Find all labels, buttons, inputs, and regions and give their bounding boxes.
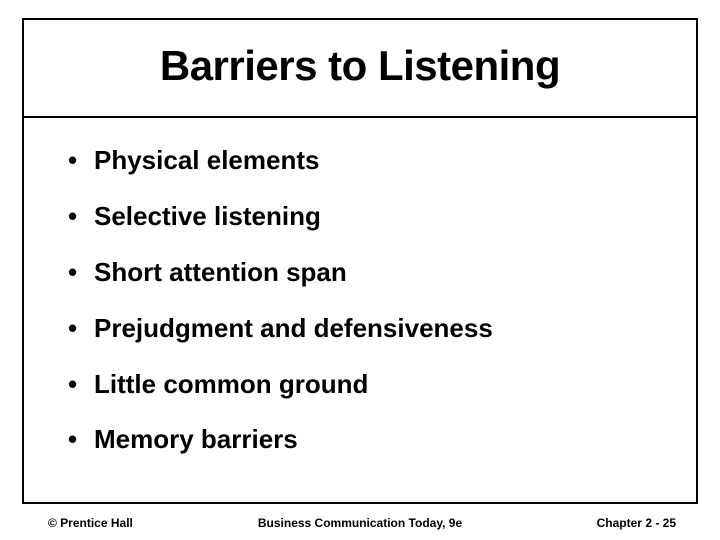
title-container: Barriers to Listening [24, 20, 696, 118]
slide-title: Barriers to Listening [44, 42, 676, 90]
bullet-item: Physical elements [64, 146, 676, 176]
bullet-item: Little common ground [64, 370, 676, 400]
slide-frame: Barriers to Listening Physical elements … [22, 18, 698, 504]
bullet-item: Memory barriers [64, 425, 676, 455]
footer-page-number: Chapter 2 - 25 [597, 516, 676, 530]
body-area: Physical elements Selective listening Sh… [24, 118, 696, 491]
bullet-item: Selective listening [64, 202, 676, 232]
bullet-item: Short attention span [64, 258, 676, 288]
bullet-item: Prejudgment and defensiveness [64, 314, 676, 344]
slide-footer: © Prentice Hall Business Communication T… [0, 508, 720, 532]
bullet-list: Physical elements Selective listening Sh… [64, 146, 676, 455]
